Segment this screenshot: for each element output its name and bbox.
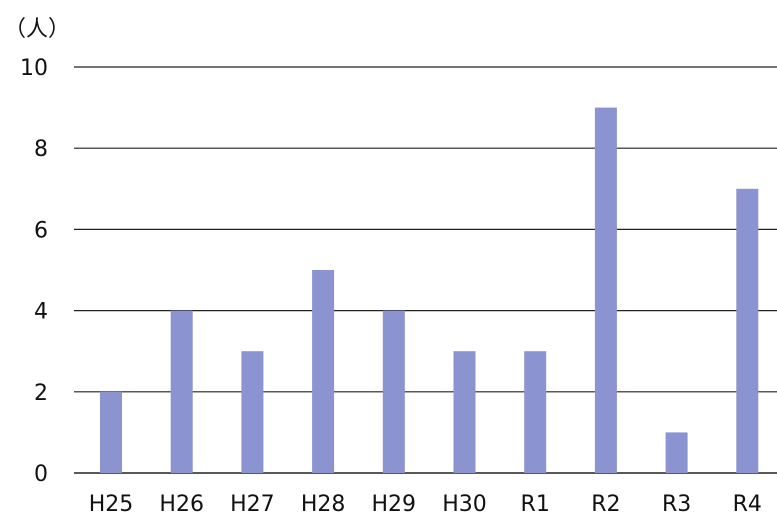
x-category-label: R2 — [591, 492, 620, 517]
bar-h30 — [453, 351, 476, 473]
bar-h27 — [241, 351, 264, 473]
x-category-label: R4 — [733, 492, 762, 517]
bar-r4 — [736, 188, 759, 474]
bar-h25 — [100, 391, 122, 473]
x-category-label: R3 — [662, 492, 691, 517]
x-category-label: H28 — [301, 492, 346, 517]
y-tick-label: 10 — [20, 56, 48, 81]
bar-layer — [100, 107, 759, 474]
x-category-layer: H25 H26 H27 H28 H29 H30 R1 R2 R3 R4 — [89, 492, 762, 517]
x-category-label: R1 — [521, 492, 550, 517]
x-category-label: H25 — [89, 492, 134, 517]
bar-r3 — [665, 432, 688, 473]
y-axis-unit-label: （人） — [4, 17, 70, 42]
x-category-label: H29 — [372, 492, 417, 517]
y-tick-label: 4 — [34, 300, 48, 325]
x-category-label: H26 — [159, 492, 204, 517]
y-tick-label: 0 — [34, 462, 48, 487]
x-category-label: H30 — [442, 492, 487, 517]
bar-r2 — [594, 107, 617, 473]
bar-h28 — [312, 270, 335, 473]
y-tick-layer: 0 2 4 6 8 10 — [20, 56, 48, 487]
y-tick-label: 6 — [34, 218, 48, 243]
bar-r1 — [524, 351, 547, 473]
bar-h26 — [170, 310, 193, 473]
bar-h29 — [382, 310, 405, 473]
y-tick-label: 2 — [34, 381, 48, 406]
y-tick-label: 8 — [34, 137, 48, 162]
x-category-label: H27 — [230, 492, 275, 517]
